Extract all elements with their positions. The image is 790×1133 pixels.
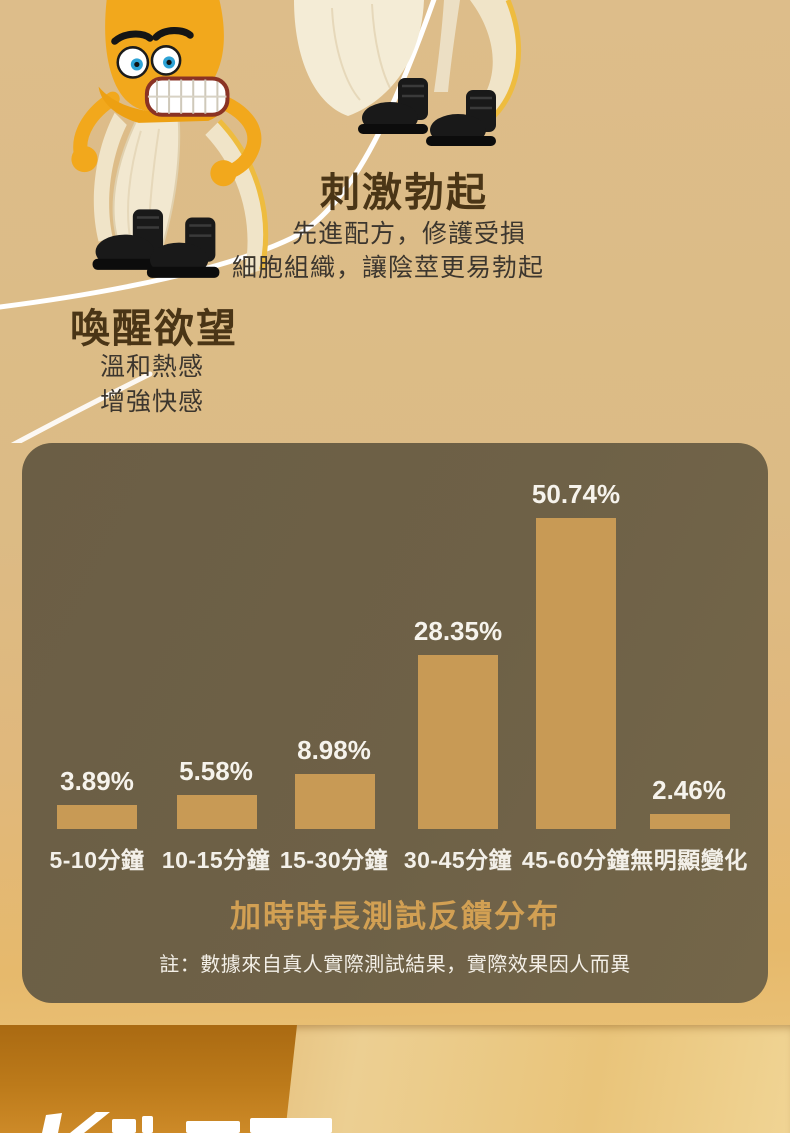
bar-category-label: 45-60分鐘 [521, 847, 631, 873]
bar-category-label: 5-10分鐘 [49, 847, 145, 873]
bar-category-label: 10-15分鐘 [161, 847, 271, 873]
chart-title: 加時時長測試反饋分布 [230, 899, 560, 934]
banana-legs-illustration [294, 0, 521, 146]
bar-value-label: 3.89% [60, 766, 134, 796]
banana-mascot-illustration [71, 0, 269, 278]
section-subtitle-line: 增強快感 [100, 388, 205, 416]
bar-value-label: 8.98% [297, 735, 371, 765]
bar [177, 795, 257, 829]
chart-panel: 3.89% 5.58% 8.98% 28.35% 50.74% 2.46% 加時時長測試反… [22, 443, 768, 1003]
bottom-section [0, 1025, 790, 1133]
bar-value-label: 2.46% [652, 775, 726, 805]
section-title-desire: 喚醒欲望 [70, 307, 238, 351]
bar [536, 518, 616, 829]
bar-category-label: 無明顯變化 [630, 847, 748, 873]
section-subtitle-line: 溫和熱感 [100, 353, 205, 381]
bar-category-label: 30-45分鐘 [403, 847, 513, 873]
section-title-stimulate: 刺激勃起 [320, 171, 488, 215]
hero-section: 刺激勃起 先進配方，修護受損 細胞組織，讓陰莖更易勃起 喚醒欲望 溫和熱感 增強… [0, 0, 790, 443]
bar-value-label: 50.74% [531, 479, 621, 509]
section-subtitle-line: 先進配方，修護受損 [292, 220, 527, 248]
cropped-text-fragment [42, 1112, 332, 1133]
chart-note: 註：數據來自真人實際測試結果，實際效果因人而異 [159, 954, 631, 976]
bar-category-label: 15-30分鐘 [279, 847, 389, 873]
bar-value-label: 5.58% [179, 756, 253, 786]
decorative-swoosh-line [0, 0, 437, 443]
bar-value-label: 28.35% [413, 616, 503, 646]
bar [57, 805, 137, 829]
section-subtitle-line: 細胞組織，讓陰莖更易勃起 [232, 254, 545, 282]
bar [295, 774, 375, 829]
bar [418, 655, 498, 829]
bar-chart: 3.89% 5.58% 8.98% 28.35% 50.74% 2.46% [22, 443, 768, 829]
bar [650, 814, 730, 829]
